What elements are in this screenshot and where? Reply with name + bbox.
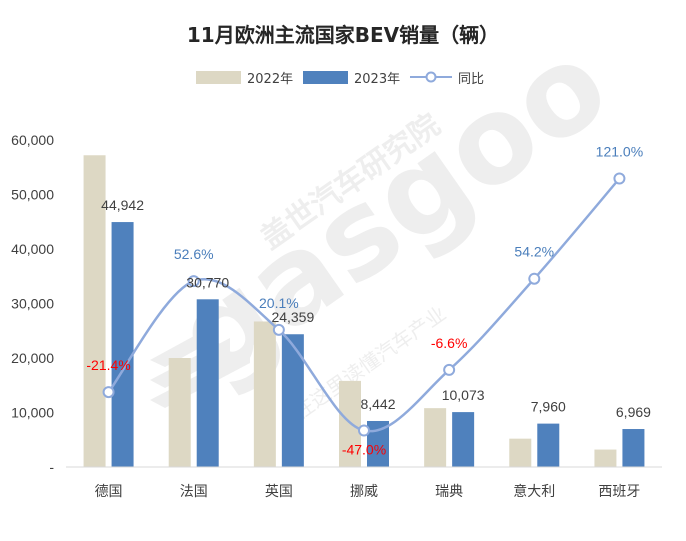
yoy-point [102, 386, 115, 399]
x-category-label: 德国 [95, 484, 123, 500]
yoy-value-label: 52.6% [174, 246, 214, 262]
x-category-label: 瑞典 [435, 484, 463, 500]
yoy-point [443, 363, 456, 376]
bar-2023 [452, 412, 475, 467]
x-category-label: 西班牙 [598, 484, 640, 500]
bar-2023 [537, 423, 560, 467]
y-tick-label: 60,000 [11, 132, 54, 148]
yoy-point [613, 172, 626, 185]
legend: 2022年 2023年 同比 [196, 71, 484, 87]
bar-2022 [168, 358, 191, 467]
y-axis: - 10,000 20,000 30,000 40,000 50,000 60,000 [11, 132, 54, 475]
yoy-value-label: -47.0% [342, 442, 386, 458]
bar-2022 [424, 408, 447, 467]
yoy-value-label: -6.6% [431, 335, 468, 351]
y-tick-label: - [49, 459, 54, 475]
labels-layer: 44,942 30,770 24,359 8,442 10,073 7,960 6,969 -… [86, 144, 651, 458]
yoy-line-layer [102, 172, 626, 437]
y-tick-label: 30,000 [11, 296, 54, 312]
bar-2023-value-label: 6,969 [616, 404, 651, 420]
y-tick-label: 40,000 [11, 241, 54, 257]
yoy-value-label: 54.2% [514, 244, 554, 260]
bar-2023 [111, 222, 134, 467]
x-category-label: 法国 [180, 484, 208, 500]
x-category-label: 英国 [265, 483, 293, 500]
bar-2023-value-label: 30,770 [186, 274, 229, 290]
bars-layer [83, 155, 645, 467]
x-category-label: 挪威 [350, 484, 378, 500]
bar-2022 [253, 321, 276, 467]
y-tick-label: 50,000 [11, 187, 54, 203]
legend-marker-yoy [425, 71, 437, 83]
yoy-point [528, 272, 541, 285]
legend-label-2023: 2023年 [354, 72, 400, 87]
legend-swatch-2023 [303, 71, 348, 84]
chart-title: 11月欧洲主流国家BEV销量（辆） [187, 23, 499, 47]
x-category-label: 意大利 [513, 483, 555, 500]
yoy-value-label: -21.4% [86, 357, 130, 373]
y-tick-label: 20,000 [11, 350, 54, 366]
x-axis: 德国 法国 英国 挪威 瑞典 意大利 西班牙 [95, 483, 641, 500]
bar-2023-value-label: 10,073 [442, 387, 485, 403]
legend-swatch-2022 [196, 71, 241, 84]
yoy-point [187, 275, 200, 288]
yoy-value-label: 20.1% [259, 295, 299, 311]
bar-2023 [367, 420, 389, 467]
yoy-point [358, 424, 370, 437]
bar-2023-value-label: 44,942 [101, 197, 144, 213]
bar-2023 [281, 334, 304, 467]
legend-label-yoy: 同比 [458, 72, 484, 87]
bar-2022 [594, 449, 617, 467]
bar-2023-value-label: 7,960 [531, 399, 566, 415]
y-tick-label: 10,000 [11, 405, 54, 421]
bar-2023 [622, 429, 645, 467]
bar-2023 [196, 299, 219, 467]
bar-2023-value-label: 8,442 [360, 396, 395, 412]
yoy-point [272, 323, 285, 336]
bar-2022 [83, 155, 106, 467]
bar-2023-value-label: 24,359 [271, 309, 314, 325]
legend-label-2022: 2022年 [247, 72, 293, 87]
bar-2022 [509, 438, 532, 467]
yoy-value-label: 121.0% [596, 144, 643, 160]
